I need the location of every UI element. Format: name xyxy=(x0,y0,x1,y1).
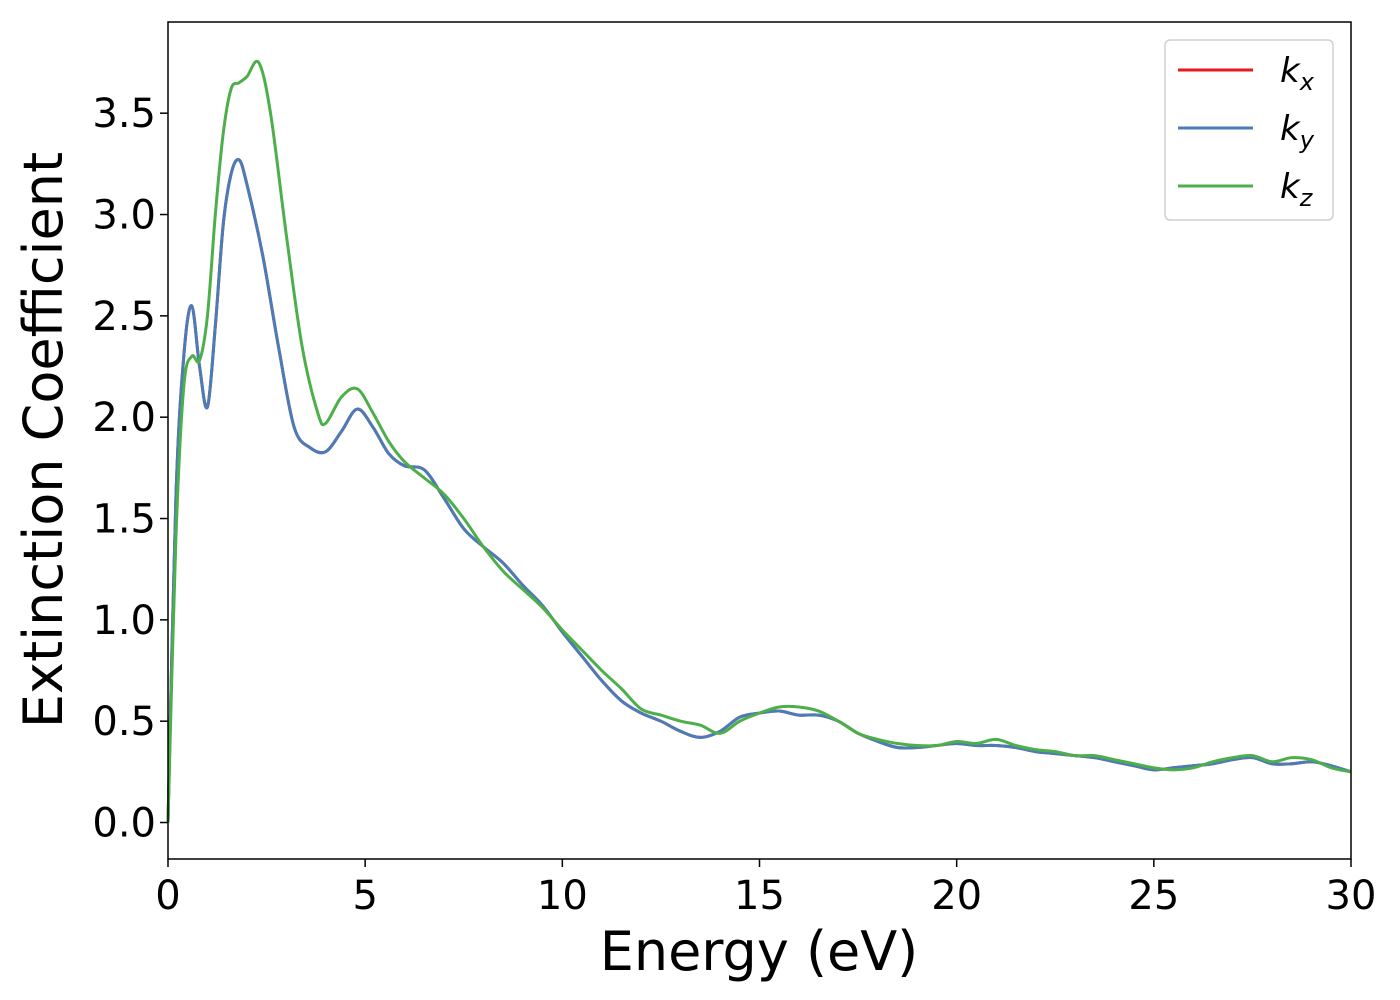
y-tick-label: 3.5 xyxy=(92,91,156,137)
x-tick-label: 20 xyxy=(931,873,982,919)
y-tick-label: 1.5 xyxy=(92,497,156,543)
y-axis-label: Extinction Coefficient xyxy=(12,152,75,728)
y-tick-label: 2.5 xyxy=(92,294,156,340)
y-tick-label: 0.5 xyxy=(92,699,156,745)
x-axis-label: Energy (eV) xyxy=(600,920,919,983)
legend-label-y: ky xyxy=(1280,109,1315,154)
legend-box xyxy=(1164,39,1334,221)
y-axis-ticks: 0.0 0.5 1.0 1.5 2.0 2.5 3.0 3.5 xyxy=(92,91,168,847)
series-line-z xyxy=(166,59,1352,823)
y-tick-label: 1.0 xyxy=(92,598,156,644)
x-axis-ticks: 0 5 10 15 20 25 30 xyxy=(155,859,1376,919)
y-tick-label: 0.0 xyxy=(92,801,156,847)
y-tick-label: 2.0 xyxy=(92,395,156,441)
x-tick-label: 10 xyxy=(537,873,588,919)
series-line-x xyxy=(166,158,1352,823)
x-tick-label: 5 xyxy=(352,873,377,919)
legend: kx ky kz xyxy=(1164,39,1334,221)
plot-lines xyxy=(166,59,1352,823)
x-tick-label: 30 xyxy=(1326,873,1377,919)
legend-label-z: kz xyxy=(1280,167,1314,212)
y-tick-label: 3.0 xyxy=(92,193,156,239)
series-line-y xyxy=(166,158,1352,823)
legend-label-x: kx xyxy=(1280,51,1315,96)
x-tick-label: 0 xyxy=(155,873,180,919)
x-tick-label: 15 xyxy=(734,873,785,919)
x-tick-label: 25 xyxy=(1128,873,1179,919)
